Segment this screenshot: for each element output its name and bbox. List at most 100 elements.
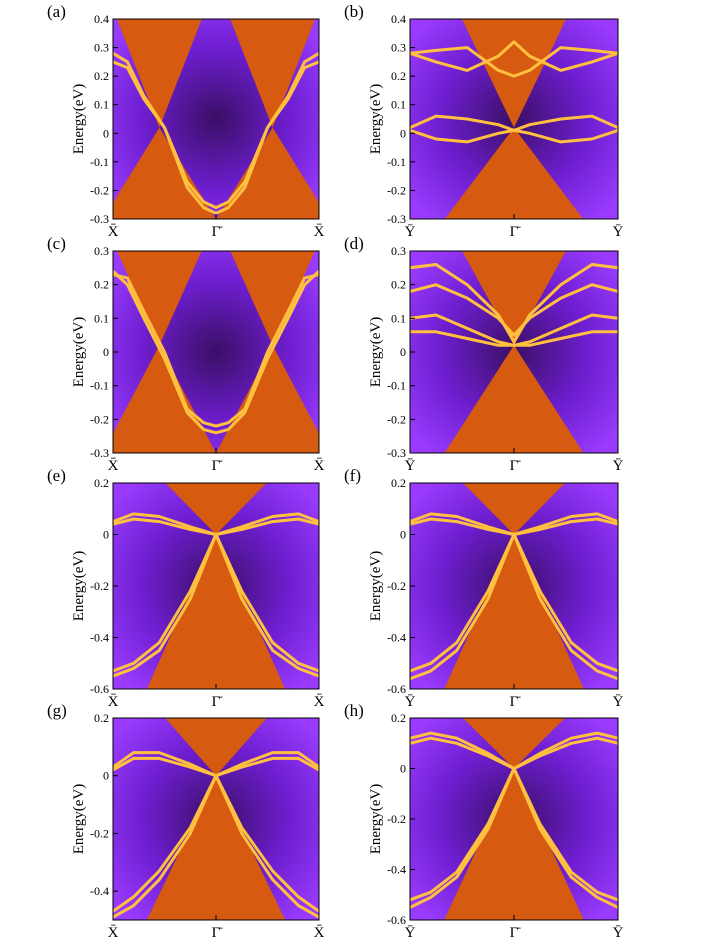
y-tick-label: 0 (103, 345, 109, 359)
y-tick-label: 0.1 (94, 311, 109, 325)
y-tick-label: -0.3 (387, 446, 406, 460)
y-tick-label: 0 (400, 528, 406, 542)
y-tick-label: -0.6 (90, 682, 109, 696)
bulk-cone-upper (165, 483, 267, 535)
y-tick-label: 0 (103, 126, 109, 140)
y-axis-label: Energy(eV) (368, 84, 384, 155)
edge-state-line (113, 60, 319, 215)
bulk-cone-lower (216, 345, 319, 453)
panel-d: 0.30.20.10-0.1-0.2-0.3Ȳ Γ̄ ȲEnergy(eV)(d… (344, 234, 624, 474)
y-tick-label: -0.3 (387, 212, 406, 226)
bulk-cone-upper (116, 251, 202, 346)
y-tick-label: 0.2 (391, 278, 406, 292)
edge-state-line (113, 533, 319, 678)
edge-state-line (410, 283, 618, 337)
y-tick-label: -0.4 (90, 631, 109, 645)
plot-area (113, 718, 319, 920)
y-tick-label: 0.2 (94, 711, 109, 725)
plot-area (410, 718, 618, 920)
y-tick-label: -0.4 (90, 884, 109, 898)
y-tick-label: 0.3 (391, 41, 406, 55)
bulk-cone-upper (462, 251, 566, 346)
panel-letter: (d) (344, 234, 364, 253)
panel-letter: (g) (47, 701, 67, 720)
bulk-cone-lower (146, 775, 286, 920)
y-tick-label: -0.1 (387, 155, 406, 169)
x-tick-label: Ȳ (405, 694, 416, 710)
bulk-cone-lower (444, 345, 584, 453)
panel-a: 0.40.30.20.10-0.1-0.2-0.3X̄ Γ̄ X̄Energy(eV… (47, 2, 325, 240)
y-tick-label: -0.4 (387, 631, 406, 645)
y-tick-label: 0.4 (94, 12, 109, 26)
x-tick-label: Γ̄ (510, 694, 522, 710)
panel-letter: (a) (47, 2, 66, 21)
bulk-cone-lower (113, 127, 216, 219)
y-tick-label: 0.2 (94, 476, 109, 490)
y-tick-label: -0.2 (90, 579, 109, 593)
y-tick-label: 0.2 (94, 69, 109, 83)
edge-state-line (113, 270, 319, 435)
y-tick-label: -0.1 (90, 155, 109, 169)
x-tick-label: Γ̄ (212, 694, 224, 710)
x-tick-label: X̄ (108, 458, 119, 474)
bulk-cone-lower (444, 768, 584, 920)
edge-state-line (410, 330, 618, 347)
bulk-cone-lower (216, 127, 319, 219)
edge-state-line (113, 273, 319, 428)
x-tick-label: Ȳ (613, 925, 624, 941)
y-tick-label: 0.1 (391, 98, 406, 112)
edge-state-line (410, 767, 618, 909)
y-tick-label: -0.6 (387, 913, 406, 927)
panel-letter: (c) (47, 234, 66, 253)
y-tick-label: -0.6 (387, 682, 406, 696)
edge-state-line (410, 263, 618, 344)
x-tick-label: X̄ (314, 694, 325, 710)
x-tick-label: Ȳ (613, 458, 624, 474)
y-tick-label: 0.2 (391, 476, 406, 490)
x-tick-label: Γ̄ (212, 925, 224, 941)
y-axis-label: Energy(eV) (71, 317, 87, 388)
plot-area (113, 19, 319, 219)
y-tick-label: 0.3 (94, 244, 109, 258)
bulk-cone-upper (230, 251, 316, 346)
y-tick-label: 0.2 (391, 711, 406, 725)
y-tick-label: -0.2 (90, 826, 109, 840)
y-axis-label: Energy(eV) (71, 551, 87, 622)
y-axis-label: Energy(eV) (71, 784, 87, 855)
plot-area (410, 251, 618, 453)
edge-state-line (113, 774, 319, 919)
y-tick-label: 0 (103, 528, 109, 542)
y-tick-label: -0.3 (90, 446, 109, 460)
bulk-cone-upper (116, 19, 202, 128)
y-tick-label: 0 (400, 762, 406, 776)
y-axis-label: Energy(eV) (368, 784, 384, 855)
x-tick-label: X̄ (314, 224, 325, 240)
panel-g: 0.2 0 -0.2 -0.4 X̄ Γ̄ X̄ Energy(eV) (g) (47, 701, 325, 941)
y-axis-label: Energy(eV) (368, 551, 384, 622)
x-tick-label: X̄ (314, 458, 325, 474)
x-tick-label: Ȳ (405, 925, 416, 941)
bulk-cone-lower (444, 534, 584, 689)
bulk-cone-upper (165, 718, 267, 776)
y-tick-label: -0.1 (90, 379, 109, 393)
panel-b: 0.40.30.20.10-0.1-0.2-0.3Ȳ Γ̄ ȲEnergy(eV… (344, 2, 624, 240)
bulk-cone-upper (461, 19, 567, 128)
plot-area (113, 251, 319, 453)
bulk-cone-upper (230, 19, 316, 128)
panel-c: 0.30.20.10-0.1-0.2-0.3X̄ Γ̄ X̄Energy(eV)(c… (47, 234, 325, 474)
bulk-cone-lower (444, 127, 584, 219)
y-axis-label: Energy(eV) (368, 317, 384, 388)
y-tick-label: 0.3 (391, 244, 406, 258)
x-tick-label: X̄ (108, 925, 119, 941)
y-tick-label: 0.1 (94, 98, 109, 112)
plot-area (410, 19, 618, 219)
y-tick-label: 0 (400, 126, 406, 140)
y-tick-label: -0.1 (387, 379, 406, 393)
x-tick-label: Ȳ (405, 458, 416, 474)
y-tick-label: -0.2 (387, 812, 406, 826)
x-tick-label: X̄ (314, 925, 325, 941)
plot-area (113, 483, 319, 689)
